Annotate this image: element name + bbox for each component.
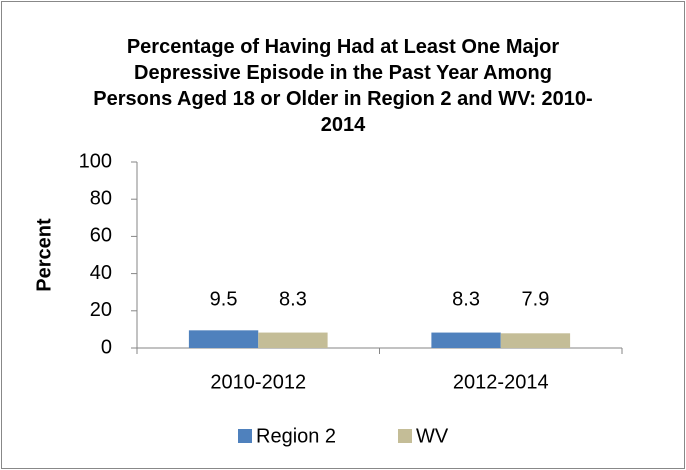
value-label: 7.9 (522, 288, 550, 310)
value-label: 9.5 (210, 288, 238, 310)
bar (431, 332, 501, 348)
legend-label: WV (416, 425, 449, 447)
legend-swatch (238, 429, 252, 443)
bar (258, 332, 328, 348)
x-tick-label: 2012-2014 (453, 371, 549, 393)
y-tick-label: 60 (90, 225, 112, 247)
y-tick-label: 100 (79, 150, 112, 172)
y-tick-label: 40 (90, 262, 112, 284)
y-tick-label: 20 (90, 299, 112, 321)
value-label: 8.3 (452, 288, 480, 310)
y-axis-label: Percent (33, 218, 55, 292)
legend-label: Region 2 (256, 425, 336, 447)
bar (188, 330, 259, 348)
chart-title: Percentage of Having Had at Least One Ma… (93, 36, 593, 136)
value-label: 8.3 (279, 288, 307, 310)
y-tick-label: 0 (101, 336, 112, 358)
bar (500, 333, 571, 348)
x-tick-label: 2010-2012 (210, 371, 306, 393)
y-tick-label: 80 (90, 187, 112, 209)
legend-swatch (398, 429, 412, 443)
